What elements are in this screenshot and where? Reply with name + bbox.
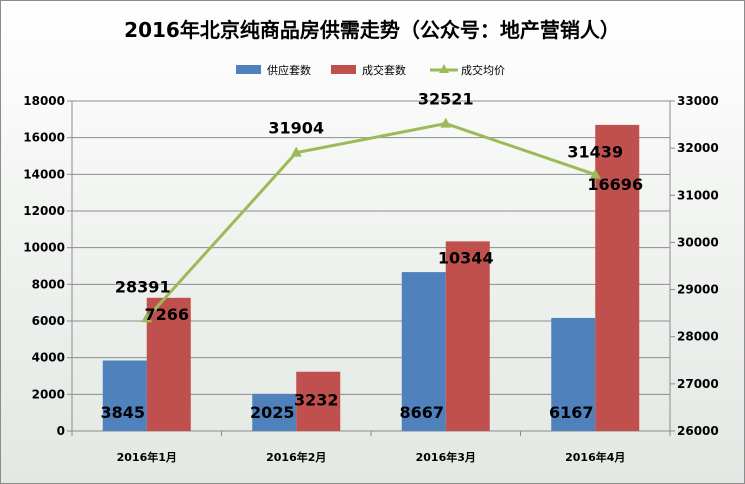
price-line-path xyxy=(145,122,596,320)
y-left-tick-label: 8000 xyxy=(32,277,65,291)
y-right-tick-label: 30000 xyxy=(677,235,719,249)
y-left-tick-label: 4000 xyxy=(32,351,65,365)
bar-supply xyxy=(252,393,297,431)
data-label-sales: 7266 xyxy=(144,305,189,324)
y-right-tick-label: 26000 xyxy=(677,424,719,438)
legend-swatch xyxy=(236,65,261,74)
bar-sales xyxy=(146,297,191,431)
x-tick-label: 2016年4月 xyxy=(565,450,625,464)
y-left-tick-label: 18000 xyxy=(23,94,65,108)
data-label-supply: 3845 xyxy=(100,403,145,422)
legend-item: 供应套数 xyxy=(236,63,311,77)
bars xyxy=(102,124,640,431)
bar-sales xyxy=(595,124,640,431)
price-marker xyxy=(290,146,302,157)
legend-item: 成交均价 xyxy=(430,63,505,77)
price-marker xyxy=(141,312,153,323)
legend-label: 成交套数 xyxy=(362,63,406,77)
data-label-supply: 6167 xyxy=(549,403,594,422)
data-label-sales: 10344 xyxy=(438,248,494,267)
data-label-price: 31904 xyxy=(268,119,324,138)
y-left-tick-label: 6000 xyxy=(32,314,65,328)
y-left-tick-label: 16000 xyxy=(23,131,65,145)
bar-sales xyxy=(296,371,341,431)
legend-label: 供应套数 xyxy=(267,63,311,77)
y-left-tick-label: 10000 xyxy=(23,241,65,255)
y-left-tick-label: 0 xyxy=(57,424,65,438)
price-marker xyxy=(440,117,452,128)
bar-supply xyxy=(102,360,147,431)
chart-title: 2016年北京纯商品房供需走势（公众号：地产营销人） xyxy=(124,18,620,42)
data-label-supply: 8667 xyxy=(399,403,444,422)
price-marker xyxy=(589,168,601,179)
x-tick-label: 2016年3月 xyxy=(416,450,476,464)
y-left-tick-label: 2000 xyxy=(32,387,65,401)
bar-sales xyxy=(445,241,490,431)
legend-marker xyxy=(439,64,449,73)
bar-supply xyxy=(551,317,596,431)
legend: 供应套数 成交套数 成交均价 xyxy=(236,63,505,77)
data-label-price: 28391 xyxy=(115,277,171,296)
y-left-tick-label: 12000 xyxy=(23,204,65,218)
price-line xyxy=(141,117,601,323)
data-label-sales: 3232 xyxy=(294,391,339,410)
y-right-tick-label: 29000 xyxy=(677,283,719,297)
y-left-tick-label: 14000 xyxy=(23,167,65,181)
y-right-tick-label: 31000 xyxy=(677,188,719,202)
y-right-tick-label: 28000 xyxy=(677,330,719,344)
x-tick-label: 2016年1月 xyxy=(117,450,177,464)
bar-supply xyxy=(401,272,446,431)
data-label-price: 32521 xyxy=(418,90,474,109)
legend-item: 成交套数 xyxy=(331,63,406,77)
y-right-tick-label: 33000 xyxy=(677,94,719,108)
axes: 0 2000 4000 6000 8000 10000 12000 14000 16000 180… xyxy=(23,94,719,464)
x-tick-label: 2016年2月 xyxy=(266,450,326,464)
y-right-tick-label: 27000 xyxy=(677,377,719,391)
data-labels: 3845 2025 8667 6167 7266 3232 10344 16696 28391 3… xyxy=(100,90,643,422)
legend-swatch xyxy=(331,65,356,74)
data-label-sales: 16696 xyxy=(587,175,643,194)
legend-label: 成交均价 xyxy=(461,63,505,77)
y-right-tick-label: 32000 xyxy=(677,141,719,155)
data-label-supply: 2025 xyxy=(250,403,295,422)
data-label-price: 31439 xyxy=(567,143,623,162)
